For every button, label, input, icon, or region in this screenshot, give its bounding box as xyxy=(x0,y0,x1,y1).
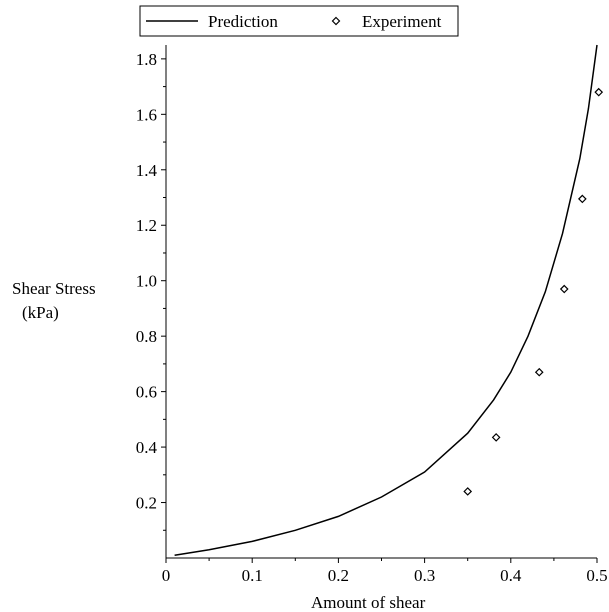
y-tick-label: 1.4 xyxy=(136,161,158,180)
legend: Prediction Experiment xyxy=(139,5,459,37)
y-tick-label: 1.6 xyxy=(136,105,157,124)
x-tick-label: 0 xyxy=(162,566,171,585)
experiment-point xyxy=(594,87,604,97)
experiment-point xyxy=(534,367,544,377)
y-axis-title-line-1: Shear Stress xyxy=(12,279,96,298)
x-tick-label: 0.5 xyxy=(586,566,607,585)
legend-label-experiment: Experiment xyxy=(362,12,442,31)
x-tick-label: 0.3 xyxy=(414,566,435,585)
experiment-point xyxy=(491,433,501,442)
y-tick-label: 0.4 xyxy=(136,438,158,457)
x-tick-label: 0.2 xyxy=(328,566,349,585)
plot-area xyxy=(174,44,604,556)
y-tick-label: 0.6 xyxy=(136,383,157,402)
y-tick-label: 0.8 xyxy=(136,327,157,346)
legend-label-prediction: Prediction xyxy=(208,12,278,31)
prediction-line xyxy=(174,44,598,556)
y-tick-label: 1.8 xyxy=(136,50,157,69)
y-tick-label: 0.2 xyxy=(136,494,157,513)
y-tick-label: 1.2 xyxy=(136,216,157,235)
legend-marker-diamond-icon xyxy=(331,16,341,26)
experiment-point xyxy=(463,487,473,496)
y-tick-label: 1.0 xyxy=(136,272,157,291)
x-tick-label: 0.1 xyxy=(242,566,263,585)
y-axis-title-line-2: (kPa) xyxy=(22,303,59,322)
experiment-point xyxy=(577,194,587,204)
x-axis-title: Amount of shear xyxy=(311,593,426,612)
axes: 0.2 0.4 0.6 0.8 1.0 1.2 1.4 1.6 1.8 0 0.1 0.2 0.3 0.4… xyxy=(136,45,608,585)
experiment-point xyxy=(559,284,569,294)
x-tick-label: 0.4 xyxy=(500,566,522,585)
